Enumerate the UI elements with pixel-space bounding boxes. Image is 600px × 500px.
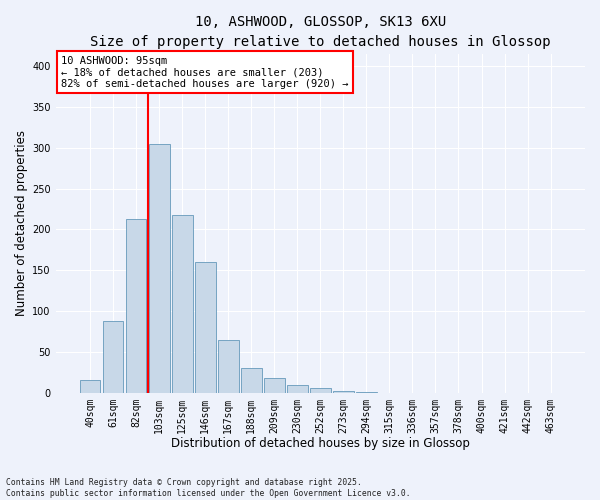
Text: 10 ASHWOOD: 95sqm
← 18% of detached houses are smaller (203)
82% of semi-detache: 10 ASHWOOD: 95sqm ← 18% of detached hous…: [61, 56, 349, 88]
Y-axis label: Number of detached properties: Number of detached properties: [15, 130, 28, 316]
Title: 10, ASHWOOD, GLOSSOP, SK13 6XU
Size of property relative to detached houses in G: 10, ASHWOOD, GLOSSOP, SK13 6XU Size of p…: [90, 15, 551, 48]
Bar: [333, 391, 354, 392]
Bar: [172, 214, 193, 392]
Bar: [126, 219, 146, 392]
Bar: [103, 321, 124, 392]
Bar: [195, 262, 215, 392]
Bar: [310, 388, 331, 392]
X-axis label: Distribution of detached houses by size in Glossop: Distribution of detached houses by size …: [171, 437, 470, 450]
Bar: [287, 384, 308, 392]
Text: Contains HM Land Registry data © Crown copyright and database right 2025.
Contai: Contains HM Land Registry data © Crown c…: [6, 478, 410, 498]
Bar: [80, 380, 100, 392]
Bar: [149, 144, 170, 392]
Bar: [264, 378, 284, 392]
Bar: [218, 340, 239, 392]
Bar: [241, 368, 262, 392]
